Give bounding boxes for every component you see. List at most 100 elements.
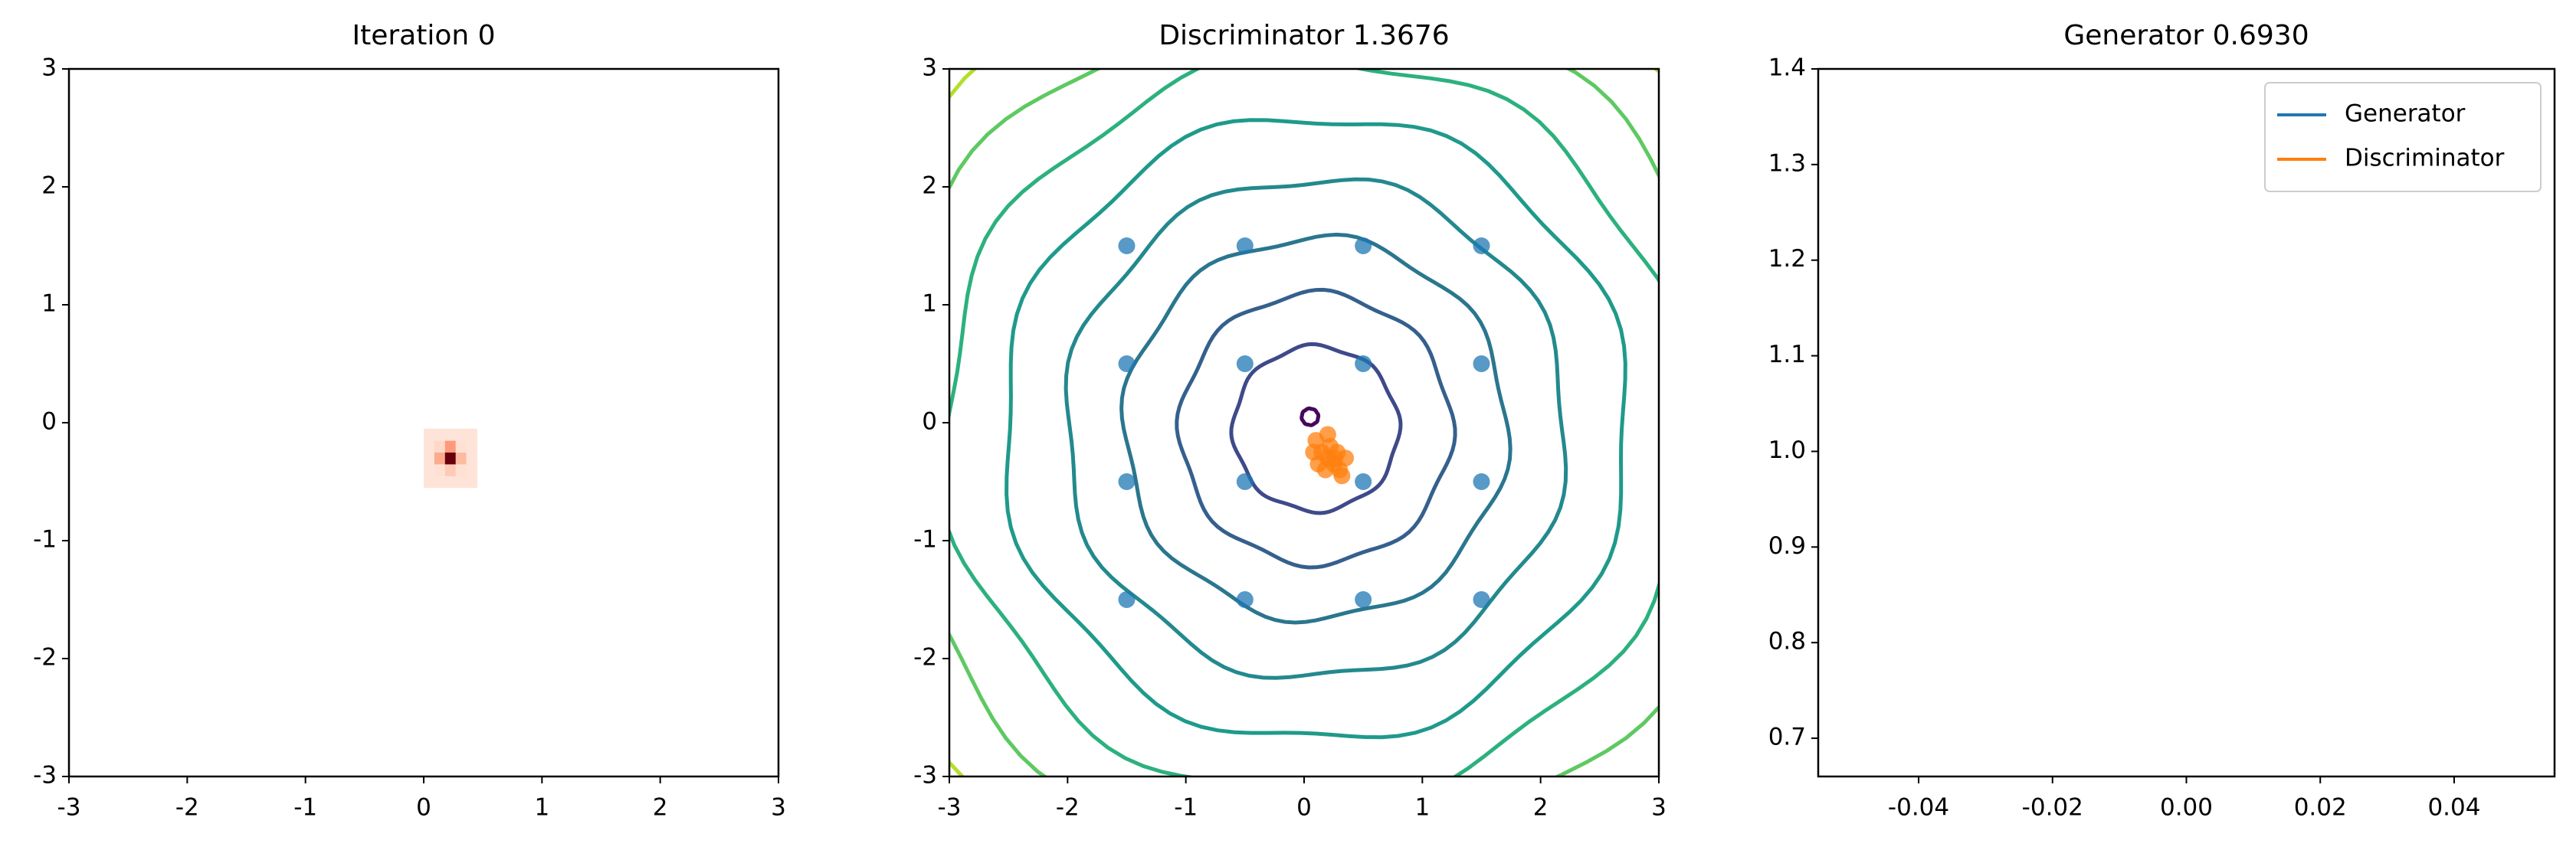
- x-tick-label: 0: [416, 794, 431, 822]
- heat-cell: [424, 440, 435, 453]
- x-tick-label: -2: [175, 794, 199, 822]
- contour-line: [1064, 177, 1568, 680]
- heat-cell: [466, 452, 477, 465]
- legend-label: Discriminator: [2345, 145, 2505, 172]
- x-tick-label: 1: [534, 794, 549, 822]
- heat-cell: [455, 428, 467, 441]
- x-tick-label: -1: [1174, 794, 1198, 822]
- heat-cell: [444, 440, 457, 453]
- heat-cell: [444, 452, 457, 465]
- scatter-point: [1473, 355, 1490, 372]
- y-tick-label: 0.8: [1768, 628, 1806, 655]
- heat-cell: [455, 463, 467, 476]
- y-tick-label: 0: [41, 408, 57, 436]
- y-tick-label: 0.9: [1768, 532, 1806, 560]
- y-tick-label: 1.4: [1768, 54, 1806, 82]
- chart-panel: Iteration 0 -3 -2 -1 0 1 2 3 -3 -2 -1 0 1 2 3: [33, 20, 786, 822]
- heat-cell: [444, 463, 457, 476]
- heat-cell: [455, 476, 467, 489]
- legend: Generator Discriminator: [2264, 82, 2542, 192]
- heat-cell: [466, 476, 477, 489]
- y-tick-label: 2: [41, 172, 57, 200]
- scatter-point: [1355, 473, 1372, 490]
- heat-cell: [466, 463, 477, 476]
- heat-cell: [455, 440, 467, 453]
- x-tick-label: -3: [57, 794, 81, 822]
- heat-cell: [434, 428, 446, 441]
- chart-panel: Generator 0.6930 Generator Discriminator -0…: [1768, 20, 2556, 822]
- scatter-point: [1355, 355, 1372, 372]
- y-tick-label: 1.3: [1768, 149, 1806, 177]
- y-tick-label: 1: [41, 290, 57, 318]
- x-tick-label: 0: [1296, 794, 1312, 822]
- legend-frame: [2264, 82, 2542, 192]
- scatter-point: [1326, 450, 1344, 467]
- chart-panel: Discriminator 1.3676 -3 -2 -1 0 1 2 3 -3 -2 -1 0 1 2 3: [913, 20, 1667, 822]
- y-tick-label: -1: [913, 526, 937, 554]
- x-tick-label: 2: [1533, 794, 1549, 822]
- y-tick-label: 0: [922, 408, 937, 436]
- contour-line: [1175, 287, 1457, 570]
- heat-cell: [434, 476, 446, 489]
- contour-line: [949, 69, 1659, 776]
- x-tick-label: 0.04: [2427, 794, 2480, 822]
- axes-frame: [67, 67, 780, 778]
- contour-line: [1119, 232, 1512, 625]
- plot-area: [424, 428, 477, 489]
- x-tick-label: 0.02: [2294, 794, 2347, 822]
- y-tick-label: 3: [922, 54, 937, 82]
- x-tick-label: -2: [1056, 794, 1080, 822]
- y-tick-label: 1: [922, 290, 937, 318]
- scatter-point: [1355, 237, 1372, 254]
- x-tick-label: 0.00: [2160, 794, 2213, 822]
- heat-cell: [455, 452, 467, 465]
- heat-cell: [466, 440, 477, 453]
- heat-cell: [444, 428, 457, 441]
- y-tick-label: 1.2: [1768, 245, 1806, 273]
- y-tick-label: 3: [41, 54, 57, 82]
- y-tick-label: 1.1: [1768, 341, 1806, 368]
- y-tick-label: 1.0: [1768, 436, 1806, 464]
- scatter-point: [1319, 426, 1336, 443]
- x-tick-label: -1: [293, 794, 317, 822]
- plot-area: [949, 69, 1659, 776]
- contour-line: [949, 69, 1659, 776]
- scatter-point: [1118, 355, 1136, 372]
- y-tick-label: 2: [922, 172, 937, 200]
- scatter-point: [1355, 591, 1372, 608]
- scatter-point: [1305, 443, 1322, 461]
- chart-title: Iteration 0: [352, 20, 495, 51]
- y-tick-label: -3: [913, 762, 937, 790]
- scatter-point: [1473, 591, 1490, 608]
- scatter-point: [1236, 237, 1254, 254]
- y-tick-label: -2: [33, 644, 57, 672]
- chart-title: Discriminator 1.3676: [1159, 20, 1449, 51]
- scatter-point: [1236, 355, 1254, 372]
- heat-cell: [434, 463, 446, 476]
- scatter-point: [1118, 237, 1136, 254]
- contour-line: [1005, 118, 1627, 740]
- heat-cell: [424, 463, 435, 476]
- heat-cell: [434, 452, 446, 465]
- x-tick-label: -0.02: [2022, 794, 2083, 822]
- scatter-point: [1473, 473, 1490, 490]
- scatter-point: [1118, 591, 1136, 608]
- scatter-point: [1316, 461, 1334, 479]
- scatter-point: [1333, 467, 1351, 485]
- contour-line: [1229, 342, 1403, 515]
- x-tick-label: 3: [771, 794, 786, 822]
- x-tick-label: -3: [938, 794, 962, 822]
- heat-cell: [424, 428, 435, 441]
- chart-title: Generator 0.6930: [2063, 20, 2309, 51]
- x-tick-label: 2: [653, 794, 668, 822]
- x-tick-label: -0.04: [1888, 794, 1949, 822]
- y-tick-label: -3: [33, 762, 57, 790]
- x-tick-label: 3: [1651, 794, 1667, 822]
- heat-cell: [434, 440, 446, 453]
- scatter-point: [1118, 473, 1136, 490]
- contour-line: [1299, 406, 1321, 427]
- legend-label: Generator: [2345, 100, 2466, 128]
- x-tick-label: 1: [1414, 794, 1430, 822]
- heat-cell: [424, 476, 435, 489]
- contour-line: [949, 69, 1659, 776]
